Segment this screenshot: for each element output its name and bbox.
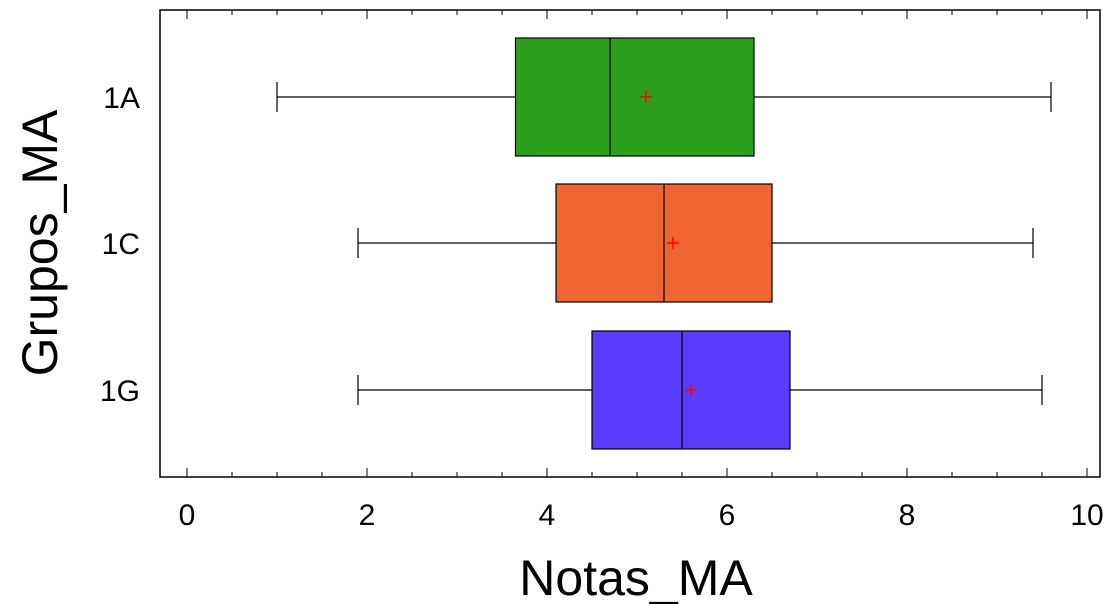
- box-1a: [514, 37, 755, 157]
- y-tick-label: 1G: [100, 375, 140, 408]
- plot-frame: [159, 9, 1101, 478]
- box-group-1g: [357, 330, 1043, 450]
- box-group-1c: [357, 183, 1034, 303]
- x-tick-label: 6: [719, 499, 736, 532]
- x-tick-label: 8: [899, 499, 916, 532]
- x-axis-title: Notas_MA: [519, 550, 753, 604]
- x-tick-label: 0: [179, 499, 196, 532]
- y-tick-label: 1A: [103, 82, 140, 115]
- x-axis: [186, 10, 1088, 477]
- x-tick-label: 10: [1070, 499, 1103, 532]
- boxes: [276, 37, 1052, 450]
- y-tick-label: 1C: [102, 228, 140, 261]
- y-tick-labels: 1A 1C 1G: [100, 82, 140, 408]
- x-tick-label: 4: [539, 499, 556, 532]
- x-tick-label: 2: [359, 499, 376, 532]
- y-axis-title: Grupos_MA: [12, 109, 68, 376]
- box-group-1a: [276, 37, 1052, 157]
- x-tick-labels: 0 2 4 6 8 10: [179, 499, 1104, 532]
